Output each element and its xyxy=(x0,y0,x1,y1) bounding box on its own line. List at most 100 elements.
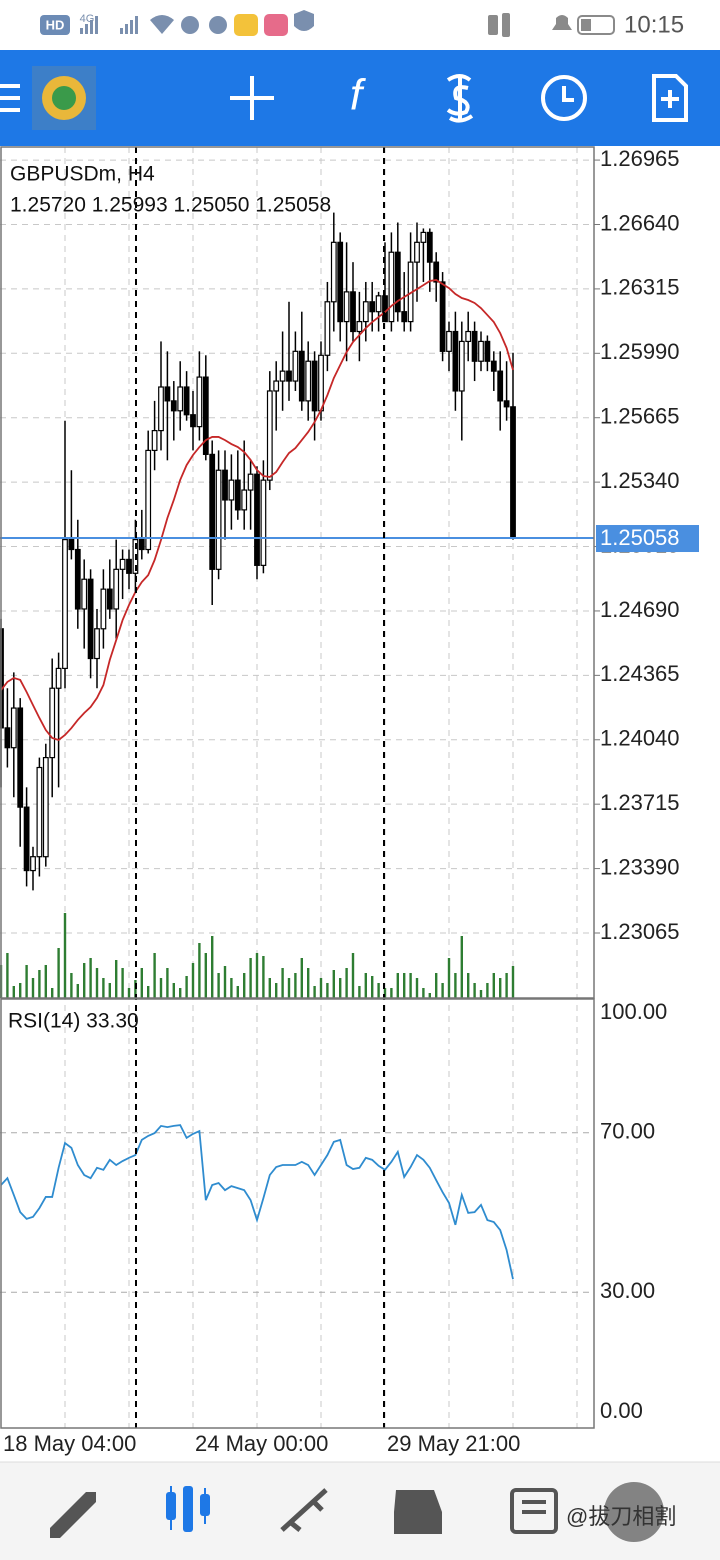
volume-bar xyxy=(172,983,175,998)
candle-body xyxy=(234,479,241,511)
candle-body xyxy=(158,386,164,432)
watermark: @拔刀相割 xyxy=(566,1504,676,1529)
volume-bar xyxy=(300,958,303,998)
candle-body xyxy=(375,295,382,313)
volume-bar xyxy=(211,936,214,998)
candle-body xyxy=(273,380,280,392)
candle-body xyxy=(388,251,395,323)
volume-bar xyxy=(275,983,278,998)
volume-bar xyxy=(422,988,425,998)
candle-body xyxy=(337,241,344,323)
candle-body xyxy=(4,727,11,749)
news-tab[interactable] xyxy=(510,1488,558,1534)
y-tick-label: 1.26965 xyxy=(600,146,680,171)
candle-body xyxy=(420,231,427,243)
candle-body xyxy=(106,588,113,610)
crosshair-button[interactable] xyxy=(230,76,274,120)
candle-body xyxy=(30,856,36,872)
candle-body xyxy=(49,687,56,759)
candle-body xyxy=(260,479,267,566)
candle-body xyxy=(228,479,235,501)
volume-bar xyxy=(102,978,105,998)
volume-bar xyxy=(447,958,451,998)
history-button[interactable] xyxy=(541,75,587,121)
candle-body xyxy=(471,330,478,362)
volume-bar xyxy=(44,965,47,998)
candle-body xyxy=(87,578,94,660)
hd-badge xyxy=(40,15,70,35)
volume-bar xyxy=(358,986,361,998)
candle-body xyxy=(497,370,504,402)
candle-body xyxy=(68,539,75,551)
y-tick-label: 1.23390 xyxy=(600,854,680,879)
app-logo[interactable] xyxy=(32,66,96,130)
volume-bar xyxy=(287,978,291,998)
candle-body xyxy=(439,281,446,352)
y-tick-label: 1.24040 xyxy=(600,726,680,751)
volume-bar xyxy=(339,978,342,998)
volume-bar xyxy=(307,968,310,998)
candle-body xyxy=(254,473,260,566)
candle-body xyxy=(394,251,401,313)
status-bar xyxy=(0,0,720,50)
volume-bar xyxy=(390,988,393,998)
candle-body xyxy=(94,628,100,660)
volume-bar xyxy=(179,988,182,998)
volume-bar xyxy=(441,983,444,998)
watermark-icon xyxy=(604,1482,664,1542)
rsi-pane-border xyxy=(0,998,595,1429)
candle-body xyxy=(452,330,459,392)
candle-body xyxy=(305,360,312,402)
volume-bar xyxy=(127,988,131,998)
history-tab[interactable] xyxy=(394,1490,442,1534)
candle-body xyxy=(330,241,337,303)
volume-bar xyxy=(108,983,111,998)
volume-bar xyxy=(467,973,470,998)
candle-body xyxy=(343,291,350,323)
y-tick-label: 1.26315 xyxy=(600,275,680,300)
candle-body xyxy=(266,390,273,481)
volume-bar xyxy=(243,973,246,998)
volume-bar xyxy=(185,976,188,998)
candle-body xyxy=(42,757,49,858)
volume-bar xyxy=(499,978,502,998)
trade-button[interactable] xyxy=(446,74,474,123)
volume-bar xyxy=(70,973,73,998)
quotes-tab[interactable] xyxy=(50,1492,96,1538)
candle-body xyxy=(119,558,126,570)
volume-bar xyxy=(12,986,15,998)
candle-body xyxy=(215,469,222,570)
candle-body xyxy=(209,453,216,570)
volume-bar xyxy=(262,956,265,998)
new-order-button[interactable] xyxy=(652,74,688,122)
volume-bar xyxy=(198,943,201,998)
volume-bar xyxy=(371,976,374,998)
volume-bar xyxy=(364,973,367,998)
system-icons xyxy=(488,13,615,37)
candle-body xyxy=(170,400,177,412)
volume-bar xyxy=(236,986,239,998)
volume-bar xyxy=(332,970,335,998)
candle-body xyxy=(183,386,190,416)
bottom-nav xyxy=(0,1462,720,1560)
rsi-title: RSI(14) 33.30 xyxy=(8,1010,139,1033)
current-price-box xyxy=(596,525,699,553)
candle-body xyxy=(55,667,62,689)
menu-button[interactable] xyxy=(0,84,20,112)
volume-bar xyxy=(249,958,252,998)
candle-body xyxy=(247,473,254,491)
volume-bar xyxy=(115,960,118,998)
y-tick-label: 1.23065 xyxy=(600,919,680,944)
candle-body xyxy=(279,370,286,382)
y-tick-label: 1.23715 xyxy=(600,790,680,815)
volume-bar xyxy=(268,978,271,998)
candle-body xyxy=(369,301,376,313)
volume-bar xyxy=(230,978,233,998)
candle-body xyxy=(458,340,465,392)
volume-bar xyxy=(38,970,41,998)
chart-tab[interactable] xyxy=(166,1486,210,1532)
trade-tab[interactable] xyxy=(280,1488,328,1532)
candle-body xyxy=(202,376,209,455)
moving-average xyxy=(0,279,514,741)
